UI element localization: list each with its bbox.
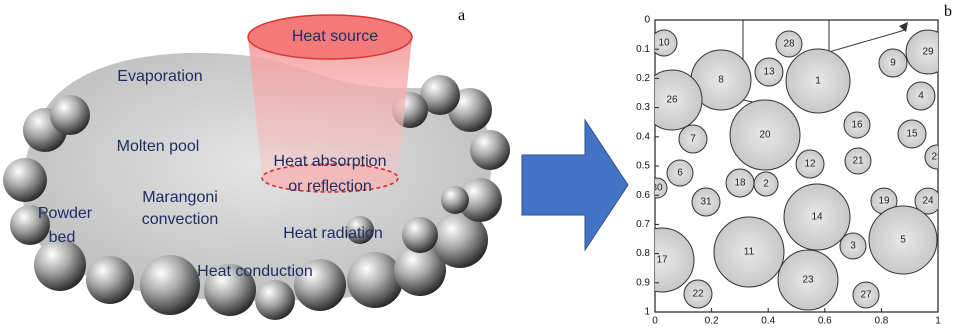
particle-label: 18 <box>734 178 746 189</box>
particle-label: 13 <box>763 67 775 78</box>
y-tick-label: 0.6 <box>636 190 650 201</box>
x-tick-label: 0.4 <box>761 316 775 327</box>
particle-label: 10 <box>658 38 670 49</box>
panel-label: b <box>944 3 952 20</box>
powder-particle <box>140 255 200 315</box>
particle-label: 7 <box>690 134 696 145</box>
y-tick-label: 0.1 <box>636 44 650 55</box>
particle-label: 3 <box>850 241 856 252</box>
powder-particle <box>3 158 47 202</box>
particle-label: 4 <box>918 91 924 102</box>
particle-label: 14 <box>811 212 823 223</box>
particle-label: 24 <box>922 196 934 207</box>
powder-particle <box>347 252 403 308</box>
y-tick-label: 0.8 <box>636 248 650 259</box>
annotation: bed <box>49 229 76 246</box>
particle-label: 11 <box>744 247 755 258</box>
x-tick-label: 0 <box>652 316 658 327</box>
x-tick-label: 0.8 <box>874 316 888 327</box>
x-tick-label: 0.6 <box>818 316 832 327</box>
y-tick-label: 0.2 <box>636 73 650 84</box>
y-tick-label: 0.9 <box>636 277 650 288</box>
y-tick-label: 0.5 <box>636 161 650 172</box>
y-tick-label: 0.7 <box>636 219 650 230</box>
particle-label: 19 <box>878 196 890 207</box>
particle-label: 31 <box>700 197 712 208</box>
figure: a Heat source Evaporation Molten pool Heat … <box>0 0 955 328</box>
powder-particle <box>255 280 295 320</box>
particle-label: 2 <box>763 179 769 190</box>
annotation: convection <box>142 211 219 228</box>
annotation: or reflection <box>288 178 372 195</box>
particle-label: 28 <box>783 39 795 50</box>
annotation: Evaporation <box>117 68 202 85</box>
particle-label: 27 <box>860 290 872 301</box>
particle-label: 17 <box>656 255 668 266</box>
y-tick-label: 1 <box>644 307 650 318</box>
particle-label: 16 <box>851 120 863 131</box>
arrow <box>522 120 628 250</box>
particle-label: 22 <box>692 289 704 300</box>
particle-label: 8 <box>718 75 724 86</box>
y-tick-label: 0 <box>644 15 650 26</box>
particle-label: 9 <box>890 58 896 69</box>
annotation: Heat radiation <box>283 225 383 242</box>
annotation: Marangoni <box>142 189 218 206</box>
x-tick-label: 1 <box>935 316 941 327</box>
particle-label: 25 <box>931 152 943 163</box>
powder-particle <box>50 95 90 135</box>
powder-particle <box>402 217 438 253</box>
particle-label: 29 <box>922 47 934 58</box>
powder-particle <box>470 130 510 170</box>
annotation: Molten pool <box>117 138 200 155</box>
particle-label: 20 <box>759 130 771 141</box>
x-tick-label: 0.2 <box>705 316 719 327</box>
y-tick-label: 0.4 <box>636 131 650 142</box>
y-tick-label: 0.3 <box>636 102 650 113</box>
particle-label: 30 <box>651 183 663 194</box>
particle-label: 1 <box>815 76 821 87</box>
annotation: Heat source <box>292 28 378 45</box>
powder-particle <box>86 256 134 304</box>
particle-label: 26 <box>666 95 678 106</box>
particle-label: 23 <box>802 275 814 286</box>
particle-label: 6 <box>677 168 683 179</box>
annotation: Powder <box>38 205 93 222</box>
particle-label: 21 <box>852 156 864 167</box>
page: a Heat source Evaporation Molten pool Heat … <box>0 0 955 328</box>
particle-label: 12 <box>804 159 816 170</box>
particle-label: 5 <box>900 235 906 246</box>
annotation: Heat absorption <box>274 153 387 170</box>
panel-a: a Heat source Evaporation Molten pool Heat … <box>3 7 510 320</box>
particle-label: 15 <box>906 129 918 140</box>
powder-particle <box>34 239 86 291</box>
powder-particle <box>441 186 469 214</box>
annotation: Heat conduction <box>197 263 313 280</box>
panel-label: a <box>458 7 465 24</box>
